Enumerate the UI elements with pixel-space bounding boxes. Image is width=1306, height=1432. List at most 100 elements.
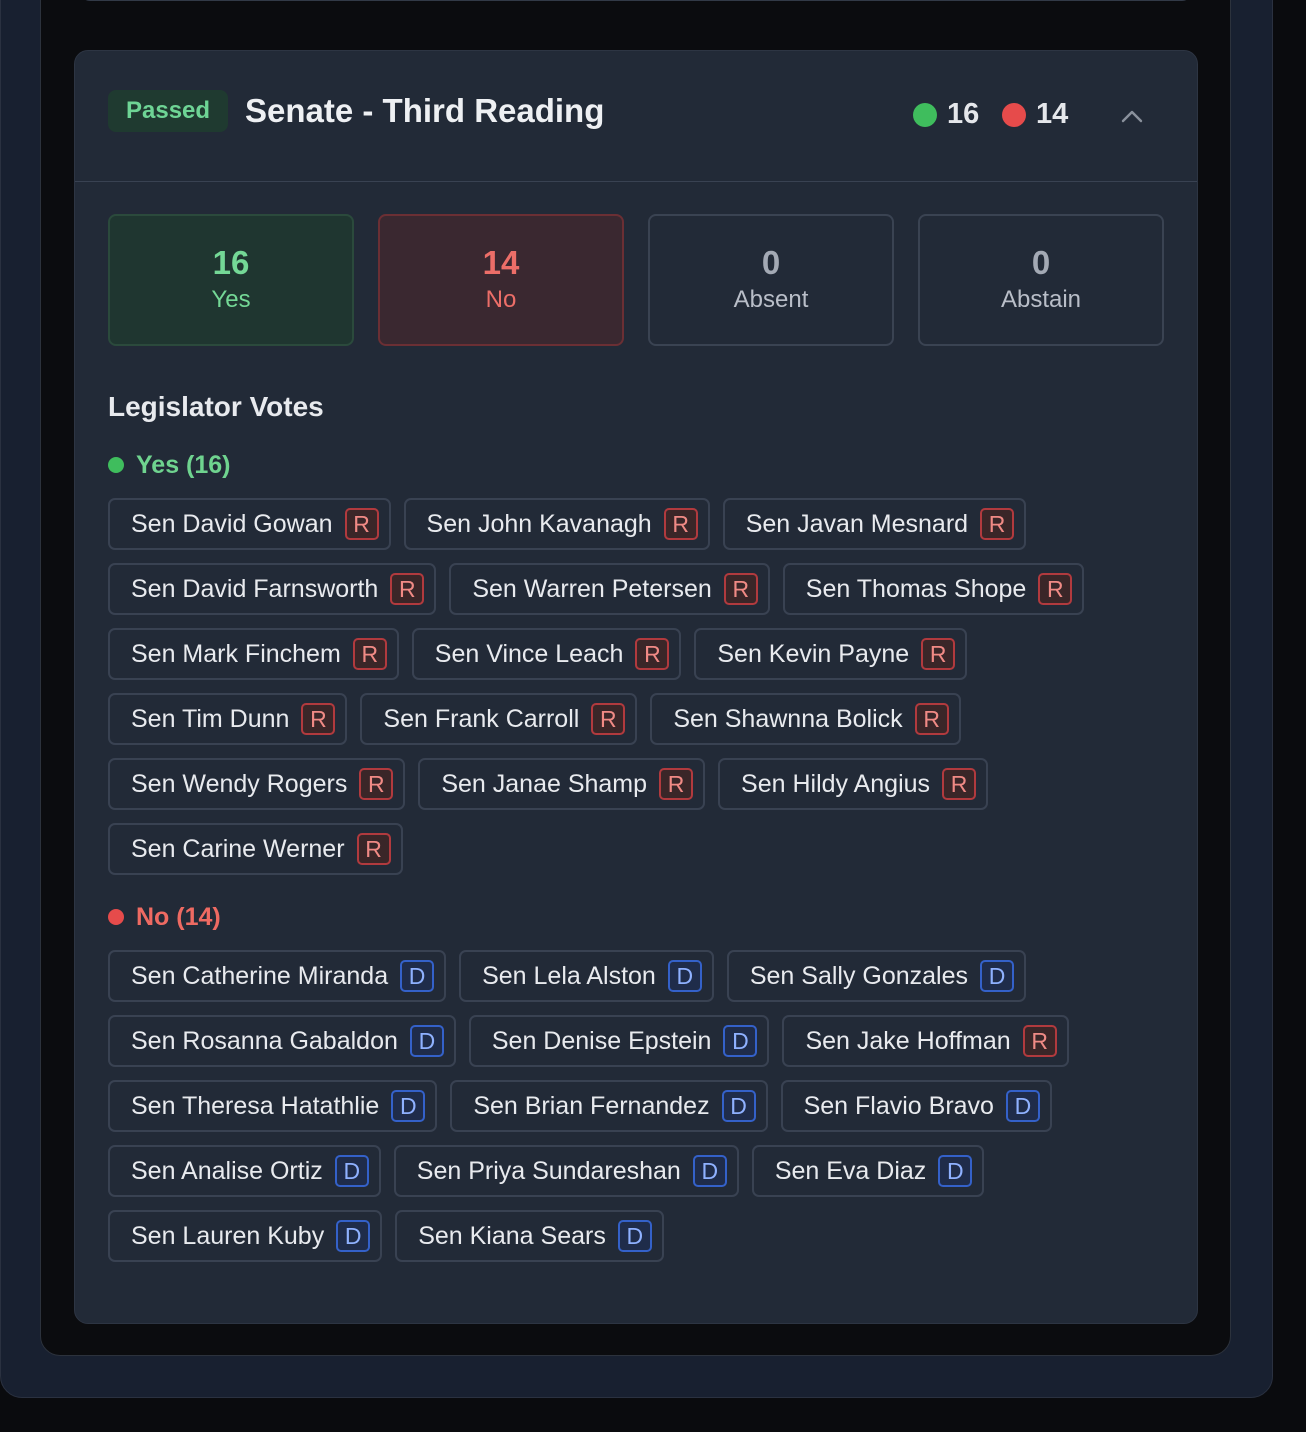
section-title: Legislator Votes	[108, 391, 324, 422]
yes-group-text: Yes (16)	[136, 451, 231, 479]
tally-no-count: 14	[1036, 98, 1069, 130]
legislator-chip[interactable]: Sen Kevin Payne R	[694, 628, 968, 680]
legislator-name: Sen Tim Dunn	[131, 704, 290, 733]
legislator-name: Sen Warren Petersen	[472, 574, 712, 603]
vote-card: Passed Senate - Third Reading 16 14 16 Y…	[74, 50, 1198, 1324]
party-badge: D	[938, 1155, 973, 1187]
party-badge: D	[980, 960, 1015, 992]
legislator-chip[interactable]: Sen Eva Diaz D	[751, 1145, 985, 1197]
legislator-chip[interactable]: Sen David Gowan R	[108, 498, 391, 550]
status-badge: Passed	[108, 90, 229, 132]
legislator-name: Sen Vince Leach	[434, 639, 624, 668]
no-dot-icon	[1002, 102, 1026, 127]
legislator-name: Sen Flavio Bravo	[803, 1091, 994, 1120]
no-group-text: No (14)	[136, 903, 221, 931]
legislator-chip[interactable]: Sen Rosanna Gabaldon D	[108, 1015, 456, 1067]
party-badge: D	[692, 1155, 727, 1187]
legislator-chip[interactable]: Sen Tim Dunn R	[108, 693, 348, 745]
legislator-chip[interactable]: Sen Analise Ortiz D	[108, 1145, 381, 1197]
legislator-name: Sen Shawnna Bolick	[673, 704, 903, 733]
legislator-chip[interactable]: Sen Mark Finchem R	[108, 628, 399, 680]
legislator-name: Sen Eva Diaz	[774, 1156, 927, 1185]
legislator-chip[interactable]: Sen Brian Fernandez D	[450, 1080, 768, 1132]
legislator-chip[interactable]: Sen David Farnsworth R	[108, 563, 437, 615]
legislator-name: Sen Theresa Hatathlie	[131, 1091, 380, 1120]
legislator-chip[interactable]: Sen Sally Gonzales D	[726, 950, 1027, 1002]
party-badge: R	[301, 703, 336, 735]
legislator-name: Sen Frank Carroll	[383, 704, 580, 733]
party-badge: D	[409, 1025, 444, 1057]
yes-dot-icon	[913, 102, 937, 127]
legislator-chip[interactable]: Sen Vince Leach R	[411, 628, 682, 680]
legislator-chip[interactable]: Sen Hildy Angius R	[718, 758, 989, 810]
legislator-chip[interactable]: Sen Thomas Shope R	[782, 563, 1085, 615]
legislator-name: Sen Priya Sundareshan	[416, 1156, 681, 1185]
legislator-chip[interactable]: Sen Carine Werner R	[108, 823, 403, 875]
legislator-name: Sen John Kavanagh	[426, 509, 652, 538]
legislator-chip[interactable]: Sen Priya Sundareshan D	[393, 1145, 739, 1197]
legislator-name: Sen Wendy Rogers	[131, 769, 348, 798]
summary-absent-label: Absent	[733, 286, 809, 313]
previous-card-edge	[80, 0, 1192, 1]
legislator-chip[interactable]: Sen Denise Epstein D	[468, 1015, 770, 1067]
legislator-chip[interactable]: Sen Janae Shamp R	[418, 758, 706, 810]
legislator-chip[interactable]: Sen Frank Carroll R	[360, 693, 638, 745]
yes-legislator-list: Sen David Gowan R Sen John Kavanagh R Sen Ja…	[108, 498, 1168, 875]
legislator-name: Sen Denise Epstein	[491, 1026, 712, 1055]
summary-yes-label: Yes	[211, 286, 251, 313]
collapse-button[interactable]	[1117, 101, 1147, 131]
legislator-chip[interactable]: Sen Warren Petersen R	[449, 563, 770, 615]
legislator-name: Sen Sally Gonzales	[749, 961, 969, 990]
party-badge: R	[914, 703, 949, 735]
party-badge: D	[336, 1220, 371, 1252]
legislator-name: Sen David Gowan	[131, 509, 333, 538]
party-badge: D	[723, 1025, 758, 1057]
legislator-chip[interactable]: Sen Flavio Bravo D	[780, 1080, 1052, 1132]
no-dot-icon	[108, 909, 124, 925]
legislator-name: Sen Brian Fernandez	[473, 1091, 710, 1120]
party-badge: R	[591, 703, 626, 735]
party-badge: R	[921, 638, 956, 670]
legislator-name: Sen Thomas Shope	[805, 574, 1027, 603]
chevron-up-icon	[1121, 110, 1143, 123]
party-badge: R	[344, 508, 379, 540]
legislator-name: Sen Hildy Angius	[741, 769, 931, 798]
legislator-name: Sen Lela Alston	[482, 961, 656, 990]
summary-no-label: No	[485, 286, 517, 313]
no-group-label: No (14)	[108, 901, 221, 933]
party-badge: R	[723, 573, 758, 605]
legislator-chip[interactable]: Sen Javan Mesnard R	[722, 498, 1027, 550]
summary-no-count: 14	[482, 244, 520, 281]
legislator-name: Sen Javan Mesnard	[745, 509, 969, 538]
party-badge: R	[356, 833, 391, 865]
legislator-name: Sen Catherine Miranda	[131, 961, 389, 990]
summary-abstain-count: 0	[1031, 244, 1051, 281]
legislator-name: Sen Kiana Sears	[418, 1221, 606, 1250]
legislator-name: Sen Janae Shamp	[441, 769, 648, 798]
legislator-chip[interactable]: Sen Catherine Miranda D	[108, 950, 447, 1002]
party-badge: D	[617, 1220, 652, 1252]
party-badge: R	[359, 768, 394, 800]
legislator-chip[interactable]: Sen John Kavanagh R	[403, 498, 710, 550]
legislator-name: Sen Rosanna Gabaldon	[131, 1026, 398, 1055]
legislator-chip[interactable]: Sen Kiana Sears D	[395, 1210, 664, 1262]
summary-abstain: 0 Abstain	[918, 214, 1164, 346]
party-badge: R	[352, 638, 387, 670]
legislator-name: Sen Carine Werner	[131, 834, 345, 863]
party-badge: R	[1022, 1025, 1057, 1057]
legislator-name: Sen Kevin Payne	[717, 639, 910, 668]
legislator-chip[interactable]: Sen Theresa Hatathlie D	[108, 1080, 438, 1132]
tally-no: 14	[1002, 98, 1068, 131]
legislator-chip[interactable]: Sen Lela Alston D	[459, 950, 714, 1002]
legislator-chip[interactable]: Sen Shawnna Bolick R	[650, 693, 961, 745]
legislator-chip[interactable]: Sen Lauren Kuby D	[108, 1210, 383, 1262]
tally-yes: 16	[913, 98, 979, 131]
legislator-name: Sen Jake Hoffman	[805, 1026, 1011, 1055]
vote-card-header[interactable]: Passed Senate - Third Reading 16 14	[75, 51, 1197, 182]
legislator-chip[interactable]: Sen Jake Hoffman R	[782, 1015, 1069, 1067]
summary-no: 14 No	[378, 214, 624, 346]
party-badge: D	[721, 1090, 756, 1122]
summary-yes-count: 16	[212, 244, 250, 281]
legislator-chip[interactable]: Sen Wendy Rogers R	[108, 758, 406, 810]
vote-title: Senate - Third Reading	[245, 92, 605, 129]
